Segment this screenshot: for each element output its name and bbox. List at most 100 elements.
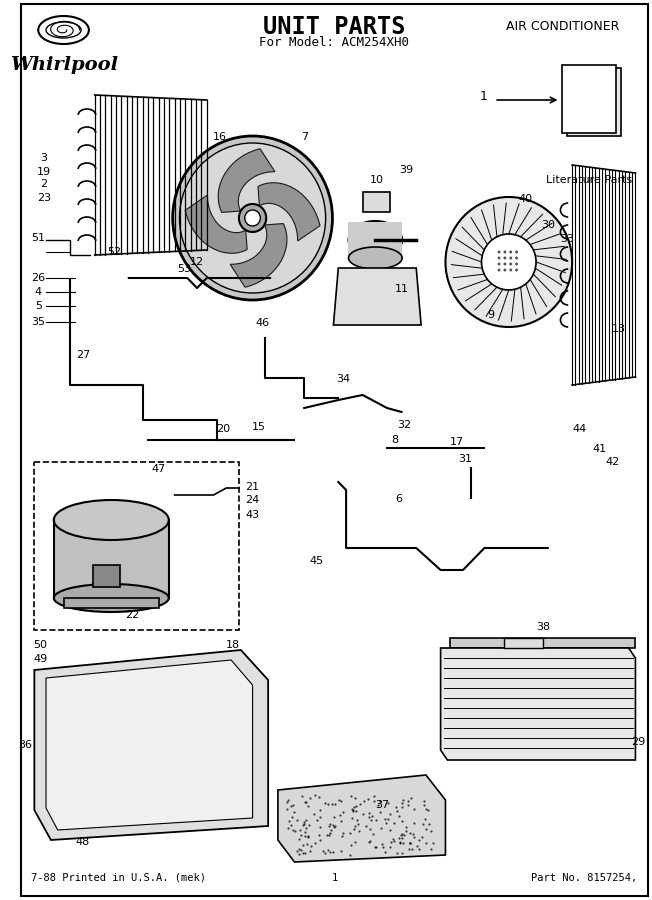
Text: 48: 48 bbox=[76, 837, 90, 847]
Text: 33: 33 bbox=[560, 234, 574, 244]
Polygon shape bbox=[46, 660, 252, 830]
Circle shape bbox=[497, 263, 501, 266]
Text: 6: 6 bbox=[395, 494, 402, 504]
Circle shape bbox=[515, 268, 518, 272]
Text: 46: 46 bbox=[255, 318, 269, 328]
Text: 20: 20 bbox=[216, 424, 230, 434]
Circle shape bbox=[515, 263, 518, 266]
Text: 19: 19 bbox=[37, 167, 51, 177]
Polygon shape bbox=[35, 650, 268, 840]
Ellipse shape bbox=[349, 221, 402, 259]
Text: 41: 41 bbox=[592, 444, 606, 454]
Text: UNIT PARTS: UNIT PARTS bbox=[263, 15, 406, 39]
Text: 17: 17 bbox=[450, 437, 464, 447]
Text: 8: 8 bbox=[391, 435, 398, 445]
Circle shape bbox=[509, 263, 512, 266]
Circle shape bbox=[179, 143, 325, 293]
Text: 21: 21 bbox=[246, 482, 259, 492]
Circle shape bbox=[503, 268, 507, 272]
Text: 43: 43 bbox=[246, 510, 259, 520]
Text: 10: 10 bbox=[370, 175, 384, 185]
Text: 44: 44 bbox=[572, 424, 587, 434]
Circle shape bbox=[509, 268, 512, 272]
Text: 26: 26 bbox=[31, 273, 45, 283]
Text: 39: 39 bbox=[400, 165, 413, 175]
Circle shape bbox=[509, 256, 512, 259]
Text: 49: 49 bbox=[33, 654, 48, 664]
Circle shape bbox=[173, 136, 333, 300]
Text: 45: 45 bbox=[310, 556, 324, 566]
Text: 31: 31 bbox=[458, 454, 472, 464]
Polygon shape bbox=[451, 638, 636, 648]
Circle shape bbox=[244, 210, 260, 226]
Bar bbox=[63, 598, 159, 608]
Text: 4: 4 bbox=[35, 287, 42, 297]
Bar bbox=[93, 565, 120, 587]
Polygon shape bbox=[258, 183, 320, 241]
Text: 7-88 Printed in U.S.A. (mek): 7-88 Printed in U.S.A. (mek) bbox=[31, 873, 207, 883]
Circle shape bbox=[497, 250, 501, 254]
Circle shape bbox=[497, 256, 501, 259]
Text: 16: 16 bbox=[213, 132, 226, 142]
Text: 27: 27 bbox=[76, 350, 90, 360]
Text: 7: 7 bbox=[301, 132, 308, 142]
Text: For Model: ACM254XH0: For Model: ACM254XH0 bbox=[259, 36, 409, 49]
Polygon shape bbox=[278, 775, 445, 862]
Text: 38: 38 bbox=[536, 622, 550, 632]
Text: 29: 29 bbox=[631, 737, 645, 747]
Text: Literature Parts: Literature Parts bbox=[546, 175, 632, 185]
Text: 23: 23 bbox=[37, 193, 51, 203]
Text: 5: 5 bbox=[35, 301, 42, 311]
Text: 22: 22 bbox=[125, 610, 139, 620]
Text: 53: 53 bbox=[177, 264, 192, 274]
Polygon shape bbox=[230, 223, 287, 287]
Ellipse shape bbox=[349, 247, 402, 269]
Polygon shape bbox=[218, 148, 275, 212]
Ellipse shape bbox=[54, 500, 169, 540]
Text: 9: 9 bbox=[488, 310, 495, 320]
Bar bbox=[363, 192, 390, 212]
Bar bbox=[563, 65, 616, 133]
Text: 30: 30 bbox=[541, 220, 555, 230]
Text: 18: 18 bbox=[226, 640, 240, 650]
Text: 37: 37 bbox=[375, 800, 389, 810]
Bar bbox=[567, 68, 621, 136]
Polygon shape bbox=[185, 195, 247, 253]
Circle shape bbox=[239, 204, 266, 232]
Text: 1: 1 bbox=[479, 91, 487, 104]
Text: 47: 47 bbox=[151, 464, 165, 474]
Polygon shape bbox=[333, 268, 421, 325]
Ellipse shape bbox=[38, 16, 89, 44]
Ellipse shape bbox=[46, 22, 81, 38]
Text: 24: 24 bbox=[245, 495, 259, 505]
Circle shape bbox=[497, 268, 501, 272]
Text: 15: 15 bbox=[252, 422, 265, 432]
Text: Whirlpool: Whirlpool bbox=[10, 56, 117, 74]
Text: 35: 35 bbox=[31, 317, 45, 327]
Text: 36: 36 bbox=[18, 740, 33, 750]
Text: 12: 12 bbox=[190, 257, 204, 267]
Bar bbox=[35, 462, 239, 630]
Bar bbox=[348, 222, 402, 258]
Circle shape bbox=[503, 256, 507, 259]
Text: 42: 42 bbox=[606, 457, 620, 467]
Text: 11: 11 bbox=[394, 284, 409, 294]
Circle shape bbox=[515, 250, 518, 254]
Bar bbox=[54, 520, 169, 598]
Circle shape bbox=[515, 256, 518, 259]
Circle shape bbox=[503, 263, 507, 266]
Ellipse shape bbox=[54, 584, 169, 612]
Text: 40: 40 bbox=[518, 194, 533, 204]
Polygon shape bbox=[504, 638, 543, 648]
Text: 2: 2 bbox=[40, 179, 48, 189]
Text: 3: 3 bbox=[40, 153, 48, 163]
Text: 34: 34 bbox=[336, 374, 350, 384]
Text: 51: 51 bbox=[31, 233, 45, 243]
Circle shape bbox=[482, 234, 536, 290]
Circle shape bbox=[503, 250, 507, 254]
Polygon shape bbox=[441, 648, 636, 760]
Text: 32: 32 bbox=[398, 420, 411, 430]
Text: 1: 1 bbox=[331, 873, 338, 883]
Text: 13: 13 bbox=[612, 324, 626, 334]
Text: AIR CONDITIONER: AIR CONDITIONER bbox=[506, 20, 619, 33]
